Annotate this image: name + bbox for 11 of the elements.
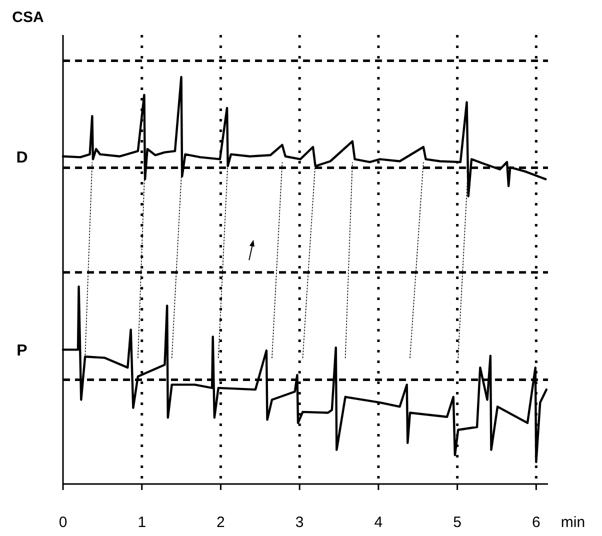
x-tick-label: 4 [374, 514, 383, 531]
x-tick-label: 6 [532, 514, 540, 531]
x-axis-title: min [560, 514, 586, 531]
x-tick-label: 1 [138, 514, 146, 531]
text: P [16, 342, 28, 360]
text: D [16, 149, 28, 166]
x-tick-label: 0 [58, 514, 68, 531]
y-axis-title: CSA [12, 9, 44, 26]
x-tick-label: 3 [295, 514, 304, 531]
x-tick-label: 2 [216, 514, 225, 531]
x-tick-label: 5 [453, 514, 462, 531]
